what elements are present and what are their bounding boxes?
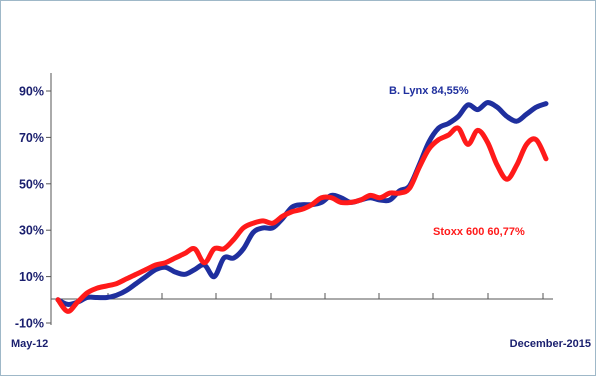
series-line-b-lynx	[55, 100, 549, 307]
axes	[46, 73, 553, 325]
x-end-label: December-2015	[510, 338, 591, 350]
y-tick-label: 90%	[19, 85, 44, 99]
y-tick-label: 30%	[19, 224, 44, 238]
series-annotation-b-lynx: B. Lynx 84,55%	[389, 85, 469, 97]
series-line-stoxx-600	[55, 125, 549, 314]
series-annotation-stoxx-600: Stoxx 600 60,77%	[433, 226, 525, 238]
y-tick-label: 70%	[19, 131, 44, 145]
y-tick-labels: -10% 10% 30% 50% 70% 90%	[15, 85, 44, 331]
series-lines	[55, 100, 549, 314]
y-tick-label: 50%	[19, 177, 44, 191]
y-tick-label: 10%	[19, 270, 44, 284]
x-start-label: May-12	[11, 338, 48, 350]
y-tick-label: -10%	[15, 317, 44, 331]
